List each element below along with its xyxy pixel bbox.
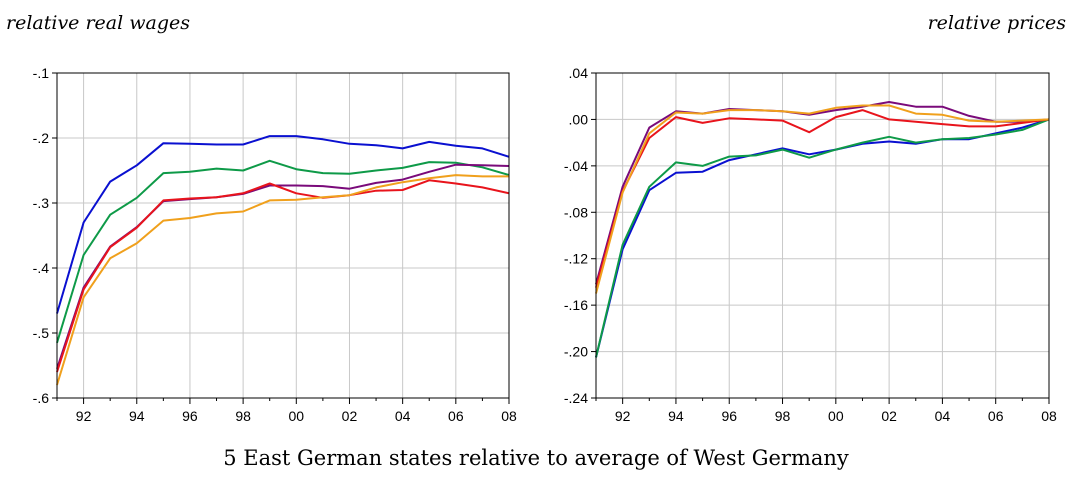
prices-series-line-1: [595, 118, 1050, 358]
prices-x-tick-label: 94: [668, 408, 684, 424]
prices-y-tick-label: -.08: [564, 204, 588, 220]
left-chart-title: relative real wages: [6, 12, 190, 34]
prices-x-tick-label: 00: [828, 408, 844, 424]
prices-series-line-3: [595, 101, 1050, 285]
prices-plot-frame: [595, 72, 1050, 399]
prices-y-tick-label: -.12: [564, 251, 588, 267]
prices-series-line-5: [595, 104, 1050, 294]
figure-caption: 5 East German states relative to average…: [223, 446, 849, 470]
prices-series-line-2: [595, 118, 1050, 358]
wages-y-tick-label: -.1: [33, 65, 50, 81]
prices-y-tick-label: -.20: [564, 344, 588, 360]
prices-y-tick-label: -.16: [564, 297, 588, 313]
wages-x-tick-label: 06: [448, 408, 464, 424]
wages-x-tick-label: 08: [501, 408, 517, 424]
prices-x-tick-label: 02: [881, 408, 897, 424]
wages-y-tick-label: -.5: [33, 325, 50, 341]
wages-series-line-3: [56, 163, 510, 370]
wages-y-tick-label: -.2: [33, 130, 50, 146]
wages-y-tick-label: -.4: [33, 260, 50, 276]
prices-x-tick-label: 96: [721, 408, 737, 424]
wages-y-tick-label: -.6: [33, 390, 50, 406]
wages-series-line-1: [56, 135, 510, 314]
prices-y-tick-label: -.04: [564, 158, 588, 174]
right-chart-title: relative prices: [927, 12, 1066, 34]
prices-y-tick-label: -.24: [564, 390, 588, 406]
prices-x-tick-label: 98: [775, 408, 791, 424]
wages-x-tick-label: 92: [76, 408, 92, 424]
wages-x-tick-label: 94: [129, 408, 145, 424]
wages-series-line-4: [56, 179, 510, 373]
prices-series-line-4: [595, 109, 1050, 288]
prices-x-tick-label: 06: [988, 408, 1004, 424]
prices-y-tick-label: .04: [569, 65, 589, 81]
wages-y-tick-label: -.3: [33, 195, 50, 211]
prices-chart: -.24 -.20 -.16 -.12 -.08 -.04 .00 .04 92 94 96 98 00…: [564, 65, 1057, 424]
wages-series-line-5: [56, 174, 509, 386]
prices-x-tick-label: 04: [935, 408, 951, 424]
prices-x-tick-label: 92: [615, 408, 631, 424]
wages-x-tick-label: 96: [182, 408, 198, 424]
wages-x-tick-label: 98: [235, 408, 251, 424]
prices-x-tick-label: 08: [1041, 408, 1057, 424]
wages-x-tick-label: 02: [342, 408, 358, 424]
wages-series-line-2: [56, 159, 510, 344]
wages-x-tick-label: 00: [289, 408, 305, 424]
wages-chart: -.6 -.5 -.4 -.3 -.2 -.1 92 94 96 98 00 02 04 06 08: [33, 65, 517, 424]
prices-y-tick-label: .00: [569, 111, 589, 127]
wages-x-tick-label: 04: [395, 408, 411, 424]
wages-plot-frame: [56, 72, 510, 399]
